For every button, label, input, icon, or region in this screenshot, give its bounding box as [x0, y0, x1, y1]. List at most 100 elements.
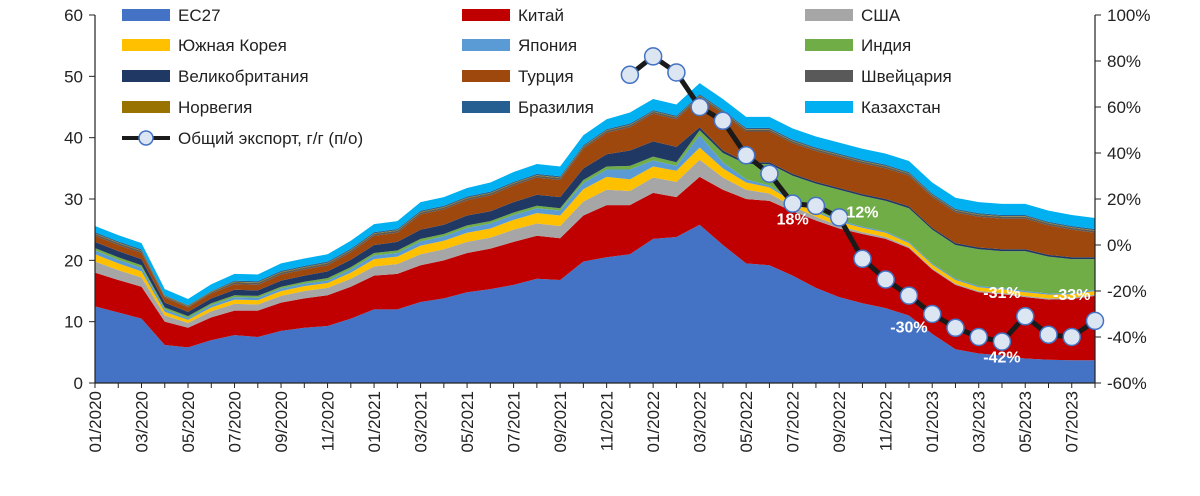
x-tick-label: 05/2022 — [737, 391, 756, 452]
legend-swatch — [805, 101, 853, 113]
legend-label: ЕС27 — [178, 6, 221, 25]
line-marker — [876, 270, 895, 289]
line-marker — [620, 65, 640, 85]
legend-spacer — [170, 33, 172, 57]
x-tick-label: 03/2021 — [412, 391, 431, 452]
y-right-tick-label: -20% — [1107, 282, 1147, 301]
legend-label: Великобритания — [178, 67, 309, 86]
legend-label: США — [861, 6, 901, 25]
area-4 — [95, 147, 1095, 323]
x-tick-label: 03/2020 — [133, 391, 152, 452]
legend-swatch — [805, 9, 853, 21]
area-8 — [95, 97, 1095, 312]
line-marker — [736, 146, 756, 165]
line-marker — [853, 249, 872, 269]
legend-swatch — [805, 70, 853, 82]
legend-spacer — [510, 95, 512, 119]
y-left-tick-label: 20 — [64, 251, 83, 270]
legend-swatch — [462, 9, 510, 21]
line-marker — [969, 327, 988, 347]
y-left-tick-label: 10 — [64, 313, 83, 332]
data-label: -33% — [1053, 287, 1090, 304]
y-right-tick-label: 0% — [1107, 236, 1132, 255]
legend-spacer — [170, 64, 172, 88]
area-1 — [95, 224, 1095, 383]
x-tick-label: 01/2021 — [365, 391, 384, 452]
x-tick-label: 05/2023 — [1016, 391, 1035, 452]
line-marker — [1015, 307, 1035, 326]
legend-spacer — [170, 3, 172, 27]
legend-swatch — [805, 39, 853, 51]
x-tick-label: 09/2020 — [272, 391, 291, 452]
legend-spacer — [853, 3, 855, 27]
area-10 — [95, 95, 1095, 307]
y-right-tick-label: 80% — [1107, 52, 1141, 71]
line-marker — [783, 194, 802, 213]
x-tick-label: 07/2022 — [784, 391, 803, 452]
y-left-tick-label: 30 — [64, 190, 83, 209]
data-label: -31% — [983, 285, 1020, 302]
legend-spacer — [853, 64, 855, 88]
line-marker — [899, 286, 919, 305]
legend-label: Бразилия — [518, 98, 594, 117]
line-marker — [1062, 327, 1081, 347]
legend-label: Китай — [518, 6, 564, 25]
line-marker — [667, 63, 686, 82]
x-tick-label: 03/2023 — [970, 391, 989, 452]
legend-swatch — [122, 70, 170, 82]
legend-spacer — [510, 64, 512, 88]
line-marker — [713, 111, 733, 131]
total-export-line — [620, 47, 1105, 351]
area-12 — [95, 83, 1095, 306]
legend: ЕС27 Китай США Южная Корея Япония Индия Велико… — [122, 3, 952, 148]
area-3 — [95, 159, 1095, 328]
legend-label: Общий экспорт, г/г (п/о) — [178, 129, 363, 148]
data-label: -42% — [983, 349, 1020, 366]
line-marker — [643, 47, 663, 66]
legend-swatch — [462, 101, 510, 113]
y-right-tick-label: -40% — [1107, 328, 1147, 347]
legend-label: Япония — [518, 36, 577, 55]
line-marker — [1039, 325, 1058, 344]
y-left-tick-label: 50 — [64, 67, 83, 86]
data-label: 12% — [846, 204, 878, 221]
y-right-tick-label: 40% — [1107, 144, 1141, 163]
y-right-tick-label: 20% — [1107, 190, 1141, 209]
legend-spacer — [510, 33, 512, 57]
x-tick-label: 07/2021 — [505, 391, 524, 452]
area-5 — [95, 135, 1095, 320]
data-label: -30% — [890, 319, 927, 336]
y-right-tick-label: -60% — [1107, 374, 1147, 393]
x-tick-label: 07/2023 — [1063, 391, 1082, 452]
legend-swatch — [122, 9, 170, 21]
x-tick-label: 11/2021 — [598, 391, 617, 451]
legend-label: Швейцария — [861, 67, 952, 86]
area-2 — [95, 176, 1095, 361]
annotations: 18% 12% -30% -31% -42% -33% — [777, 204, 1091, 366]
legend-label: Южная Корея — [178, 36, 287, 55]
x-tick-label: 03/2022 — [691, 391, 710, 452]
line-marker — [806, 196, 826, 216]
legend-swatch — [462, 70, 510, 82]
legend-label: Турция — [518, 67, 574, 86]
x-tick-label: 11/2022 — [877, 391, 896, 451]
y-left-tick-label: 0 — [74, 374, 83, 393]
legend-label: Казахстан — [861, 98, 941, 117]
legend-swatch — [122, 39, 170, 51]
x-tick-label: 01/2022 — [644, 391, 663, 452]
x-tick-label: 01/2023 — [923, 391, 942, 452]
legend-swatch — [462, 39, 510, 51]
x-tick-label: 09/2021 — [551, 391, 570, 452]
line-marker — [992, 332, 1012, 351]
y-left-tick-label: 40 — [64, 129, 83, 148]
area-11 — [95, 94, 1095, 306]
y-right-tick-label: 60% — [1107, 98, 1141, 117]
line-marker — [760, 164, 779, 183]
x-tick-label: 09/2022 — [830, 391, 849, 452]
area-layers — [95, 83, 1095, 383]
x-tick-label: 01/2020 — [86, 391, 105, 452]
data-label: 18% — [777, 211, 809, 228]
area-9 — [95, 95, 1095, 308]
